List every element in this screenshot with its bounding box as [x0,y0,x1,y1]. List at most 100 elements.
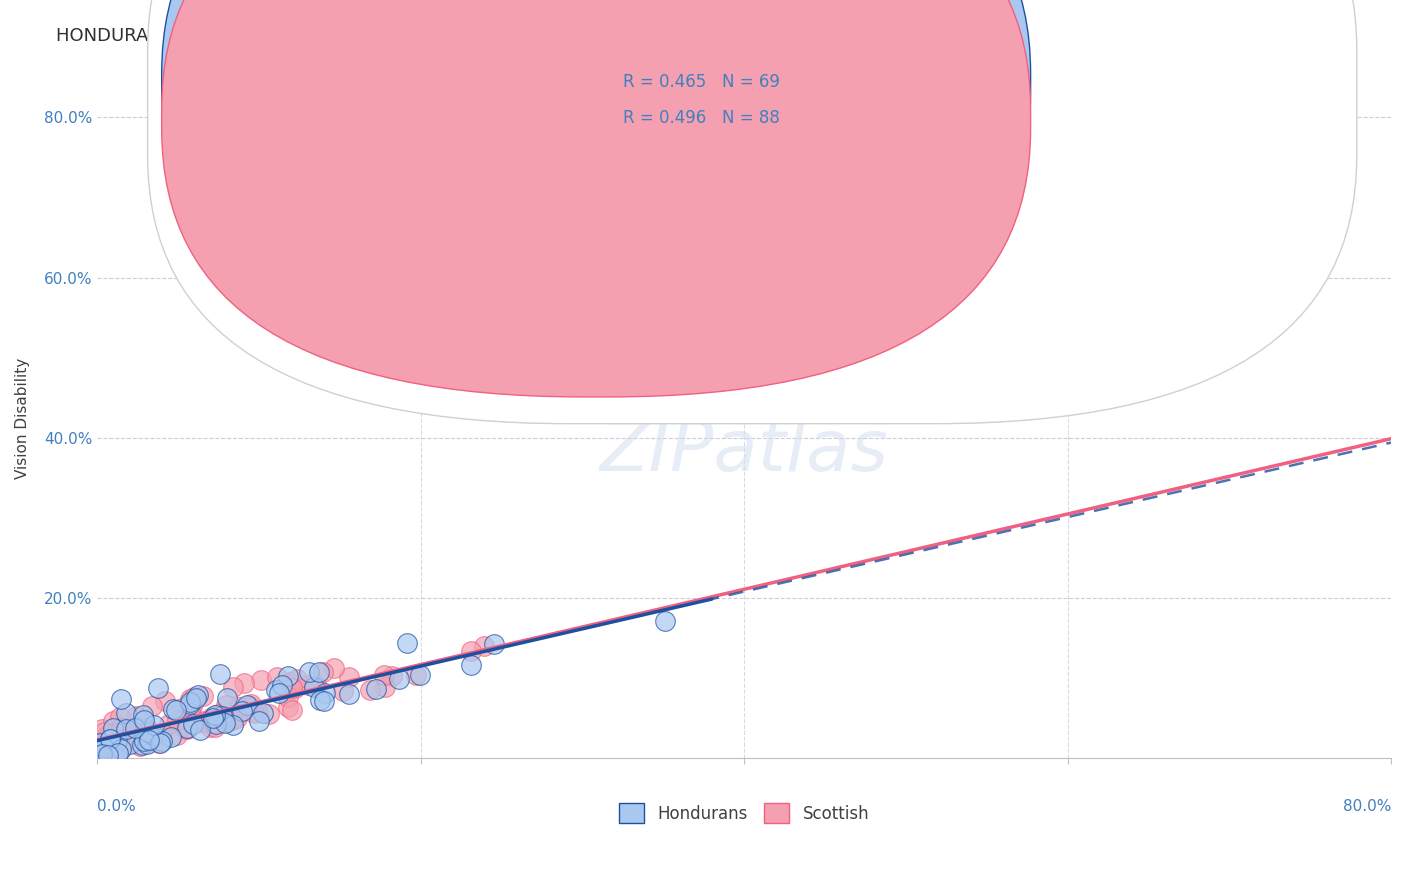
Text: HONDURAN VS SCOTTISH VISION DISABILITY CORRELATION CHART: HONDURAN VS SCOTTISH VISION DISABILITY C… [56,27,659,45]
Point [157,717,180,731]
Point [285,672,308,686]
Point [214,713,236,727]
Point [312,665,335,679]
Point [150,734,173,748]
Point [91,722,114,736]
Point [179,701,201,715]
Point [245,705,267,719]
Point [460,644,482,658]
Point [174,722,197,736]
Point [131,708,153,723]
Point [111,723,134,737]
Point [91,747,114,762]
Text: ZIPatlas: ZIPatlas [599,417,889,486]
Point [198,721,221,735]
Point [165,703,187,717]
Point [359,682,381,697]
Point [215,714,238,729]
Point [373,668,395,682]
Point [138,723,160,738]
Point [110,691,132,706]
Point [312,694,335,708]
Point [460,657,482,672]
Point [160,731,183,745]
Point [277,690,299,704]
Point [284,681,307,695]
Point [281,681,304,695]
Point [225,711,247,725]
Point [97,726,120,740]
Point [150,726,173,740]
Point [201,711,224,725]
Point [374,680,396,694]
Point [201,710,224,724]
Point [208,666,231,681]
Point [143,718,166,732]
Point [204,720,226,734]
Point [277,669,299,683]
Point [124,731,146,745]
Point [176,723,198,737]
Point [93,724,115,739]
Point [231,704,253,718]
Point [166,728,188,742]
Point [176,721,198,735]
Point [264,683,287,698]
Point [191,715,214,730]
Point [127,719,149,733]
Point [141,698,163,713]
Point [308,665,330,679]
Point [186,690,208,705]
Point [136,724,159,739]
Point [298,665,321,679]
Point [280,674,302,689]
Point [114,706,136,720]
Point [364,682,387,697]
Point [148,736,170,750]
Point [207,707,229,722]
Point [233,675,256,690]
Point [135,733,157,747]
Point [132,734,155,748]
Text: R = 0.496   N = 88: R = 0.496 N = 88 [623,109,780,127]
Point [138,735,160,749]
Point [103,714,125,729]
Point [87,743,110,757]
Point [249,714,271,728]
Point [136,737,159,751]
Point [388,672,411,686]
Point [281,703,304,717]
Point [267,686,290,700]
Point [138,733,160,747]
Point [205,717,228,731]
Point [96,730,118,744]
Point [187,688,209,702]
Point [381,669,404,683]
Point [127,723,149,737]
Legend: Hondurans, Scottish: Hondurans, Scottish [610,795,877,831]
Point [101,721,124,735]
Point [110,721,132,735]
Point [337,687,360,701]
Point [127,731,149,746]
Point [271,678,294,692]
Point [93,740,115,755]
Point [202,711,225,725]
Point [162,702,184,716]
Point [323,661,346,675]
Point [193,714,215,729]
Point [142,728,165,742]
Point [188,723,211,738]
Point [98,741,121,756]
Point [108,725,131,739]
Point [305,677,328,691]
Point [120,737,142,751]
Point [221,713,243,727]
Point [243,706,266,720]
Point [166,713,188,727]
Point [211,709,233,723]
Point [215,698,238,713]
Point [121,721,143,735]
Point [204,707,226,722]
Point [89,736,111,750]
